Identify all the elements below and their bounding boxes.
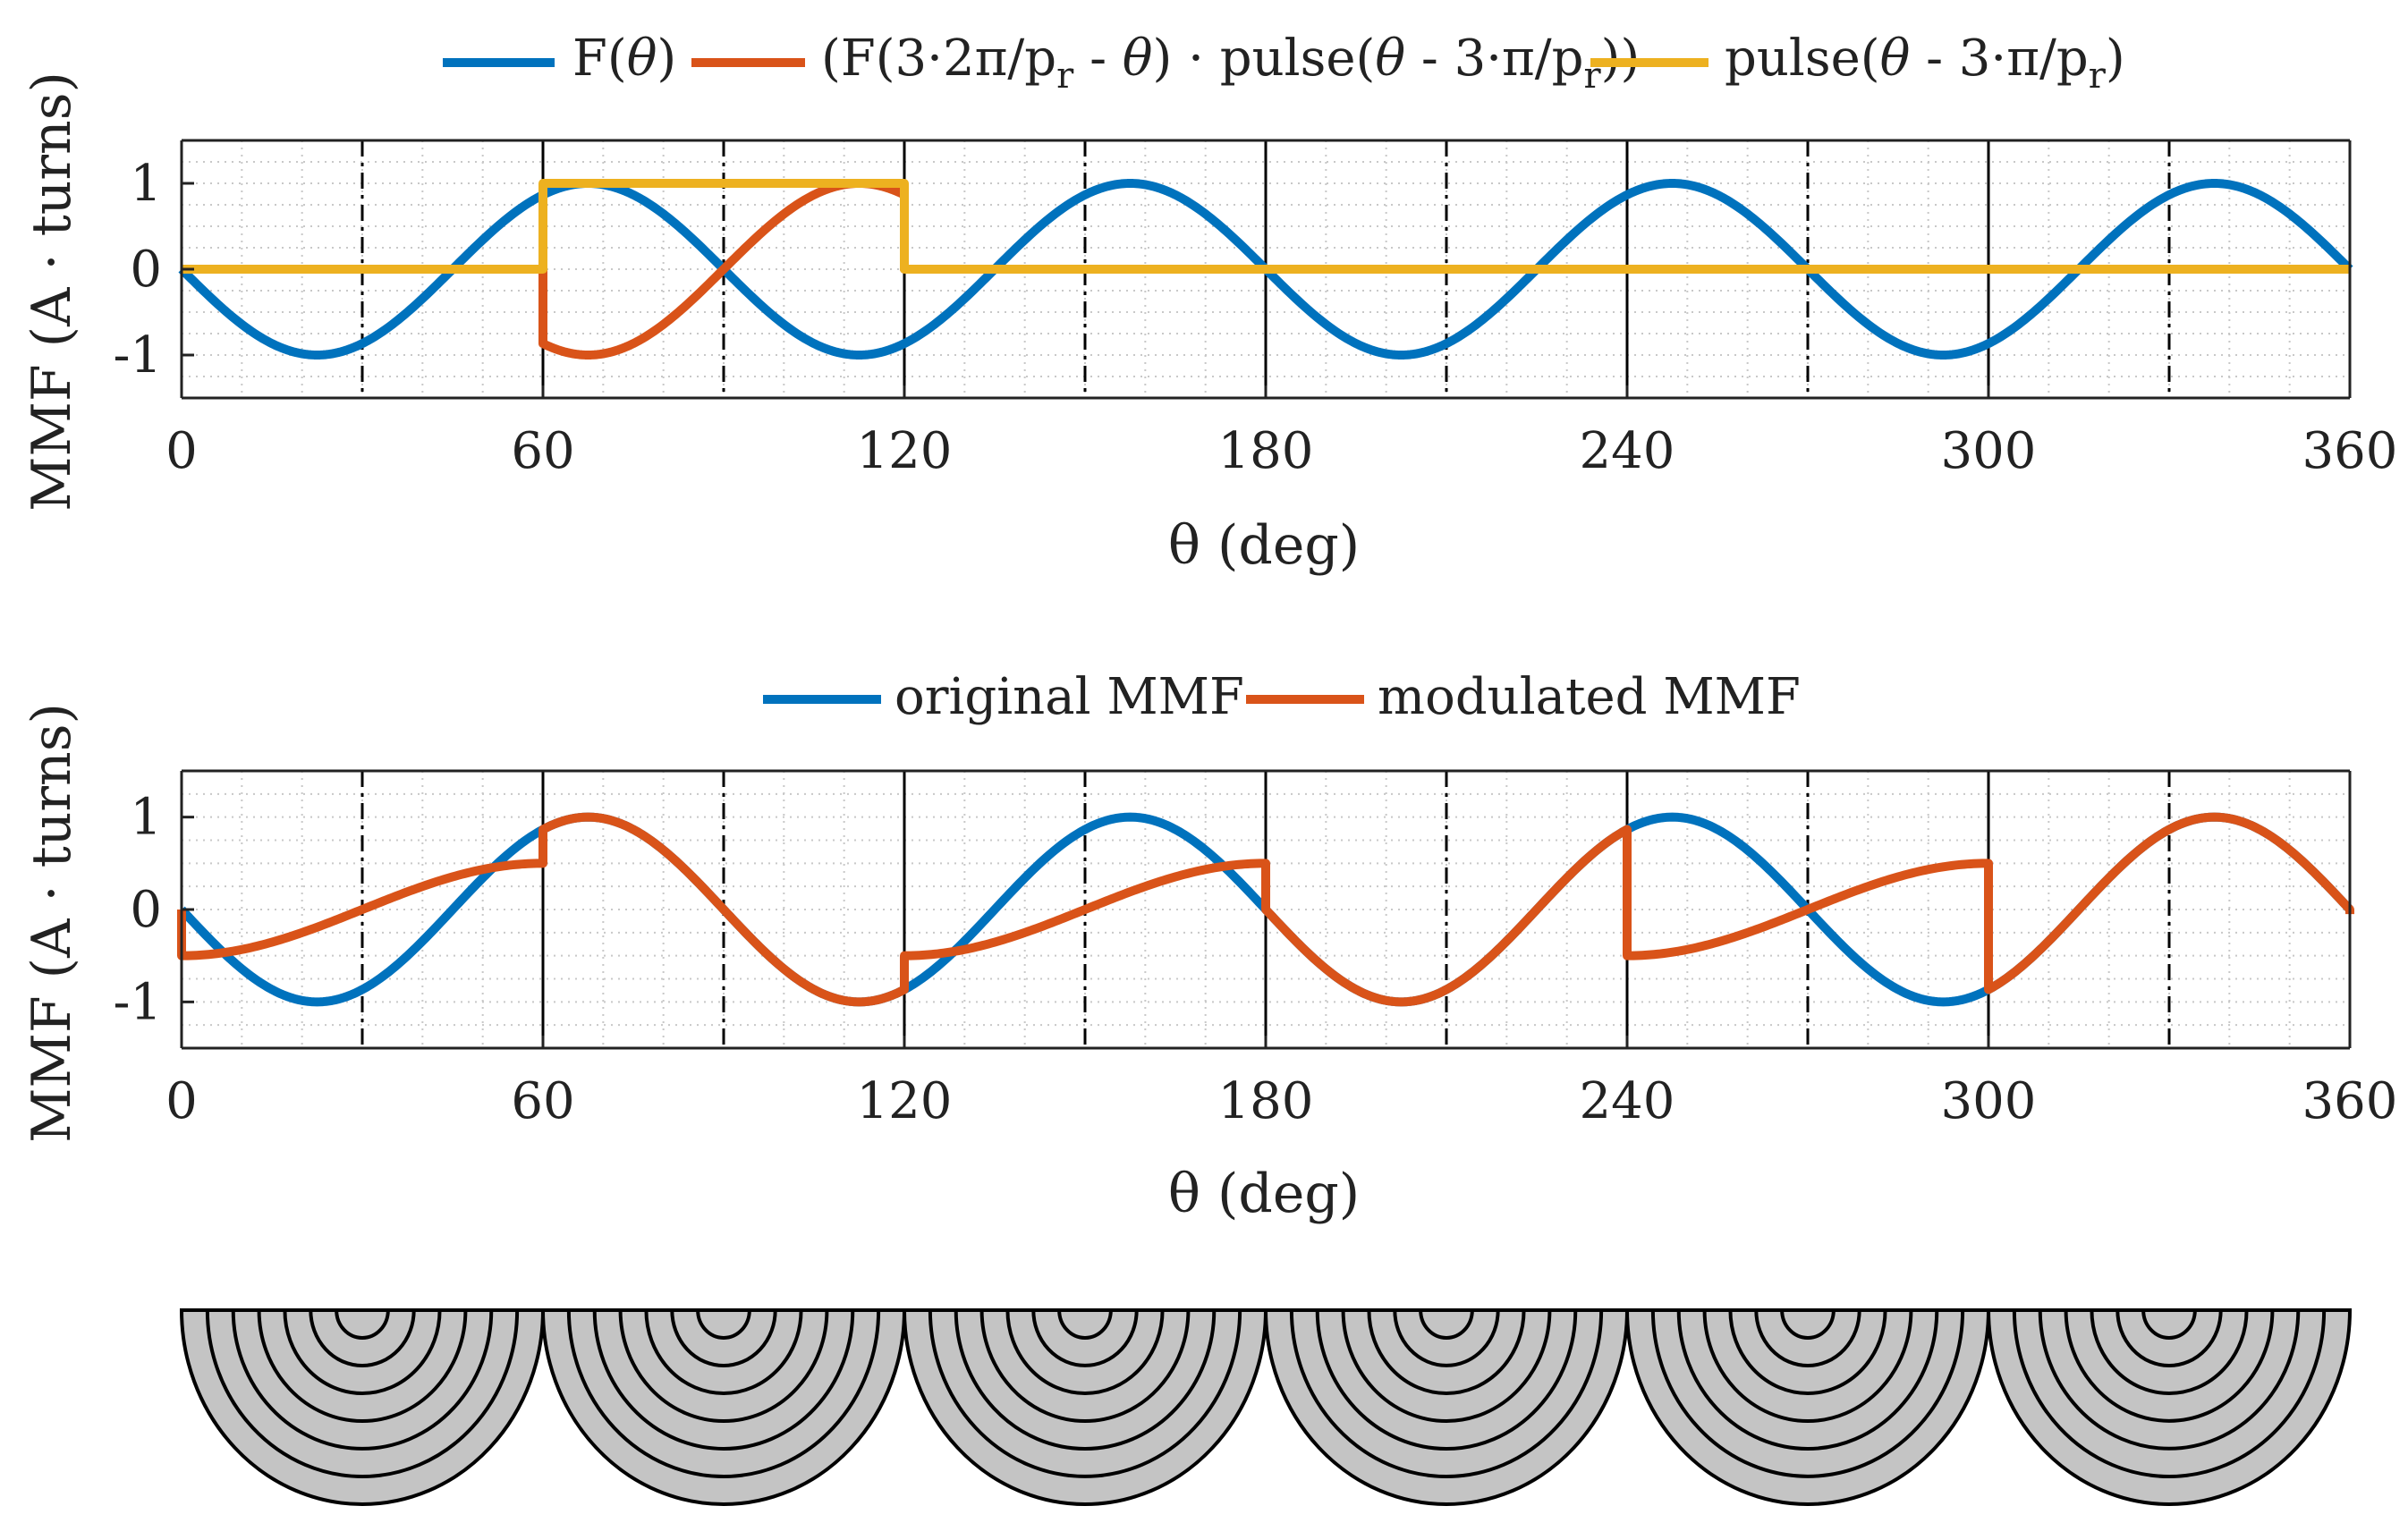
- y-tick-label: 0: [130, 881, 162, 939]
- x-tick-label: 360: [2302, 422, 2398, 480]
- rotor-flux-barrier: [618, 1309, 829, 1423]
- rotor-flux-barrier: [2090, 1309, 2249, 1395]
- rotor-flux-barrier: [231, 1309, 494, 1451]
- rotor-flux-barrier: [1780, 1309, 1836, 1340]
- legend-bottom: original MMF modulated MMF: [763, 668, 1801, 726]
- x-tick-label: 60: [511, 422, 574, 480]
- rotor-flux-barrier: [1650, 1309, 1965, 1477]
- rotor-segment-outline: [902, 1308, 1268, 1506]
- x-tick-label: 360: [2302, 1072, 2398, 1130]
- x-tick-label: 180: [1218, 422, 1314, 480]
- rotor-flux-barrier: [644, 1309, 803, 1395]
- series-line-2: [182, 179, 2350, 274]
- rotor-segment-outline: [1263, 1308, 1630, 1506]
- rotor-flux-barrier: [257, 1309, 468, 1423]
- rotor-segment-outline: [1624, 1308, 1991, 1506]
- rotor-flux-barrier: [205, 1309, 520, 1478]
- x-tick-label: 300: [1941, 422, 2037, 480]
- rotor-flux-barrier: [928, 1309, 1242, 1477]
- x-tick-label: 120: [857, 422, 953, 480]
- x-tick-label: 60: [511, 1072, 574, 1130]
- rotor-flux-barrier: [1728, 1309, 1887, 1395]
- legend-label-modulated-term: (F(3·2π/pr - θ) · pulse(θ - 3·π/pr)): [821, 30, 1640, 97]
- rotor-flux-barrier: [1005, 1309, 1165, 1395]
- rotor-diagram: [179, 1308, 2353, 1506]
- y-tick-label: 0: [130, 241, 162, 299]
- legend-label-F: F(θ): [572, 30, 676, 88]
- x-tick-label: 120: [857, 1072, 953, 1130]
- x-tick-label: 300: [1941, 1072, 2037, 1130]
- rotor-flux-barrier: [2038, 1309, 2301, 1451]
- rotor-flux-barrier: [283, 1309, 442, 1395]
- ylabel-bottom: MMF (A · turns): [21, 703, 83, 1143]
- rotor-flux-barrier: [1419, 1309, 1474, 1340]
- y-tick-label: 1: [130, 155, 162, 213]
- rotor-flux-barrier: [1031, 1309, 1139, 1367]
- rotor-flux-barrier: [1676, 1309, 1939, 1451]
- y-tick-label: -1: [113, 326, 162, 385]
- legend-label-pulse: pulse(θ - 3·π/pr): [1725, 30, 2125, 97]
- rotor-flux-barrier: [2064, 1309, 2275, 1423]
- rotor-flux-barrier: [1393, 1309, 1500, 1367]
- legend-label-original: original MMF: [895, 668, 1244, 726]
- rotor-flux-barrier: [670, 1309, 777, 1367]
- rotor-segment-outline: [540, 1308, 907, 1506]
- rotor-flux-barrier: [979, 1309, 1191, 1423]
- rotor-flux-barrier: [1754, 1309, 1861, 1367]
- rotor-flux-barrier: [592, 1309, 855, 1451]
- rotor-flux-barrier: [335, 1309, 390, 1340]
- x-tick-label: 0: [165, 1072, 198, 1130]
- rotor-segment: [540, 1308, 907, 1506]
- rotor-segment-outline: [1986, 1308, 2353, 1506]
- xlabel-bottom: θ (deg): [1168, 1163, 1360, 1225]
- rotor-flux-barrier: [1315, 1309, 1578, 1451]
- legend-label-modulated: modulated MMF: [1378, 668, 1801, 726]
- rotor-flux-barrier: [1367, 1309, 1526, 1395]
- rotor-flux-barrier: [1702, 1309, 1913, 1423]
- xlabel-top: θ (deg): [1168, 514, 1360, 577]
- rotor-segment-outline: [179, 1308, 546, 1506]
- rotor-segment: [1986, 1308, 2353, 1506]
- x-tick-label: 180: [1218, 1072, 1314, 1130]
- rotor-flux-barrier: [954, 1309, 1217, 1451]
- rotor-flux-barrier: [2115, 1309, 2223, 1367]
- rotor-segment: [1624, 1308, 1991, 1506]
- rotor-flux-barrier: [566, 1309, 881, 1478]
- y-tick-label: 1: [130, 789, 162, 847]
- rotor-flux-barrier: [309, 1309, 416, 1367]
- x-tick-label: 240: [1580, 422, 1675, 480]
- y-tick-label: -1: [113, 973, 162, 1031]
- rotor-segment: [179, 1308, 546, 1506]
- legend-top: F(θ) (F(3·2π/pr - θ) · pulse(θ - 3·π/pr)…: [443, 30, 2125, 97]
- rotor-segment: [902, 1308, 1268, 1506]
- rotor-flux-barrier: [696, 1309, 751, 1340]
- x-tick-label: 240: [1580, 1072, 1675, 1130]
- rotor-flux-barrier: [1341, 1309, 1552, 1423]
- rotor-segment: [1263, 1308, 1630, 1506]
- rotor-flux-barrier: [1057, 1309, 1113, 1340]
- rotor-flux-barrier: [2141, 1309, 2197, 1340]
- ylabel-top: MMF (A · turns): [21, 72, 83, 512]
- x-tick-label: 0: [165, 422, 198, 480]
- series-line-1: [177, 812, 2354, 1007]
